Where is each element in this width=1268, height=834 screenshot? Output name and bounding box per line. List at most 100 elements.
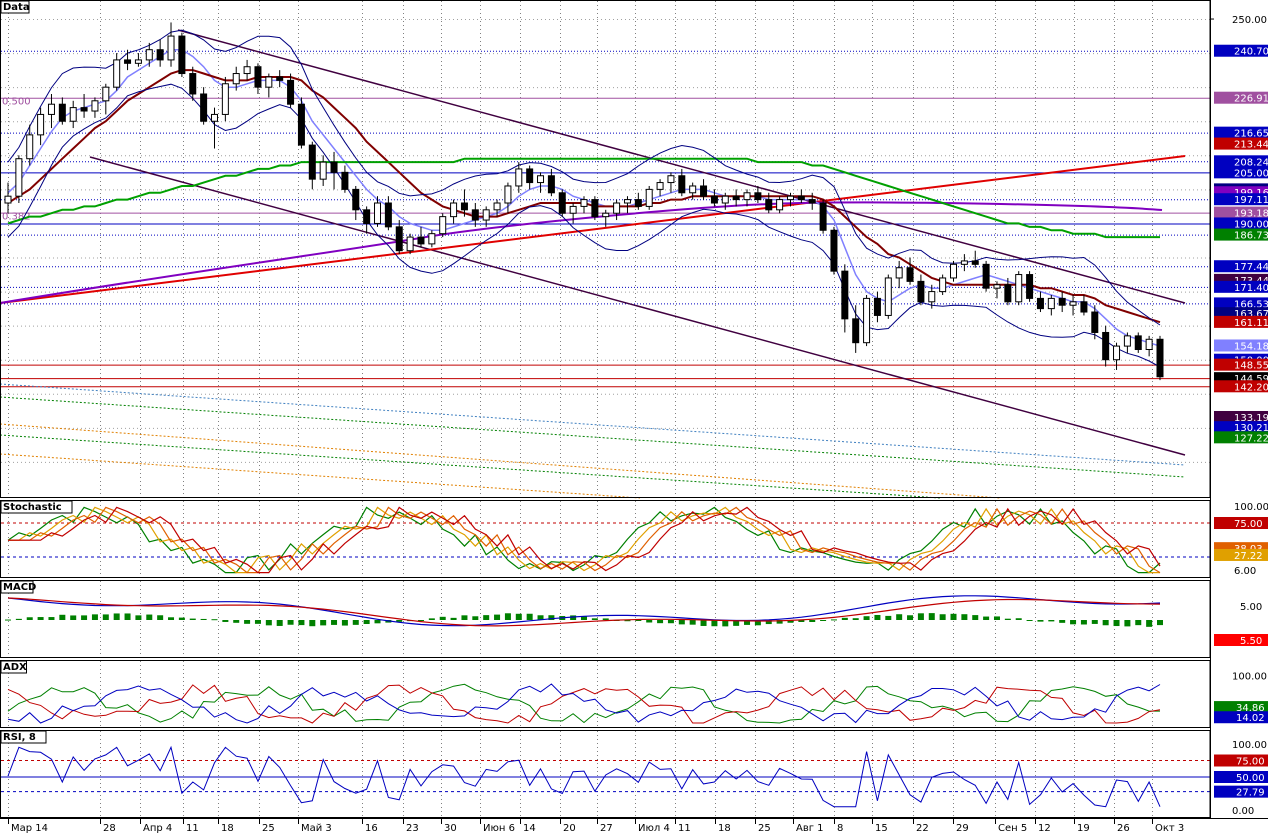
x-tick-label: 18 [221,823,234,834]
x-tick-label: 16 [365,823,378,834]
candle-body [700,185,708,197]
candle-body [873,297,881,316]
candle [254,63,262,94]
candle [819,199,827,234]
candle-body [145,49,153,61]
bollinger-lower [7,83,1161,368]
candle-body [37,113,45,136]
candle-body [200,93,208,122]
x-tick-label: 27 [600,823,613,834]
candle [210,107,218,149]
macd-hist-bar [81,615,88,620]
candle [591,196,599,221]
candle-body [178,35,186,75]
stoch-tag: 75.00 [1234,519,1263,530]
candle [895,260,903,289]
macd-hist-bar [711,620,718,627]
macd-panel[interactable] [5,595,1163,627]
candle-body [645,188,653,207]
candle-body [1036,297,1044,310]
rsi-tag: 50.00 [1236,773,1265,784]
price-tag: 127.22 [1234,433,1268,444]
macd-hist-bar [841,617,848,620]
candle [721,192,729,210]
candle [221,76,229,122]
candle [113,53,121,91]
candle [623,196,631,214]
candle-body [1026,274,1034,299]
candle [797,189,805,204]
macd-hist-bar [363,620,370,624]
macd-hist-bar [494,614,501,620]
macd-hist-bar [135,615,142,620]
candle [580,196,588,214]
candle [276,70,284,88]
candle [287,73,295,108]
price-tag-bg [1214,193,1268,206]
candle [428,230,436,248]
price-tag: 213.44 [1234,140,1268,151]
candle-body [993,284,1001,289]
macd-hist-bar [591,618,598,620]
macd-hist-bar [309,620,316,627]
price-tag-bg [1214,410,1268,423]
macd-hist-bar [91,614,98,620]
candle [634,192,642,210]
candle [145,42,153,67]
price-tag-bg [1214,339,1268,352]
fan-line-orange [0,423,1001,499]
candle-body [1113,345,1121,361]
stochastic-panel[interactable] [1,506,1210,574]
candle [939,274,947,295]
rsi-panel[interactable] [1,745,1210,808]
price-tag-bg [1214,280,1268,293]
macd-hist-bar [678,620,685,625]
candle-body [265,76,273,88]
macd-tag: 5.50 [1240,636,1262,647]
macd-hist-bar [254,620,261,624]
price-tag-bg [1214,91,1268,104]
candle-body [634,199,642,207]
macd-hist-bar [461,615,468,620]
candle [504,182,512,214]
candle-body [1156,338,1164,378]
macd-hist-bar [830,619,837,621]
adx-panel[interactable] [7,683,1161,724]
candle-body [319,161,327,180]
macd-hist-bar [776,620,783,624]
fan-line-green-2 [0,434,941,499]
candle [80,93,88,118]
fan-line-orange-2 [0,453,641,499]
candle [417,226,425,248]
candle [993,281,1001,299]
candle [884,274,892,319]
adx-tag: 14.02 [1236,713,1265,724]
candle-body [656,182,664,190]
candle [1145,335,1153,357]
panel-title-box [0,580,34,594]
candle-body [982,263,990,289]
candle [1026,271,1034,302]
candle [406,233,414,255]
candle [69,100,77,129]
candle-body [341,171,349,190]
data-panel[interactable]: 0.500 0.382 [0,22,1210,499]
ma-series-2 [7,157,1160,239]
macd-hist-bar [1026,620,1033,621]
candle-body [863,297,871,344]
panel-title-box [0,500,73,514]
rsi-line [7,745,1161,808]
candle-body [460,202,468,211]
candle-body [1015,274,1023,303]
signal-line [7,597,1161,627]
candle [841,264,849,333]
macd-hist-bar [646,620,653,623]
candle-body [830,229,838,272]
macd-tag-bg [1214,634,1268,646]
candle-body [547,175,555,194]
candle [243,59,251,81]
macd-hist-bar [1124,620,1131,627]
candle [515,162,523,193]
candle-body [384,202,392,228]
candle [374,196,382,227]
